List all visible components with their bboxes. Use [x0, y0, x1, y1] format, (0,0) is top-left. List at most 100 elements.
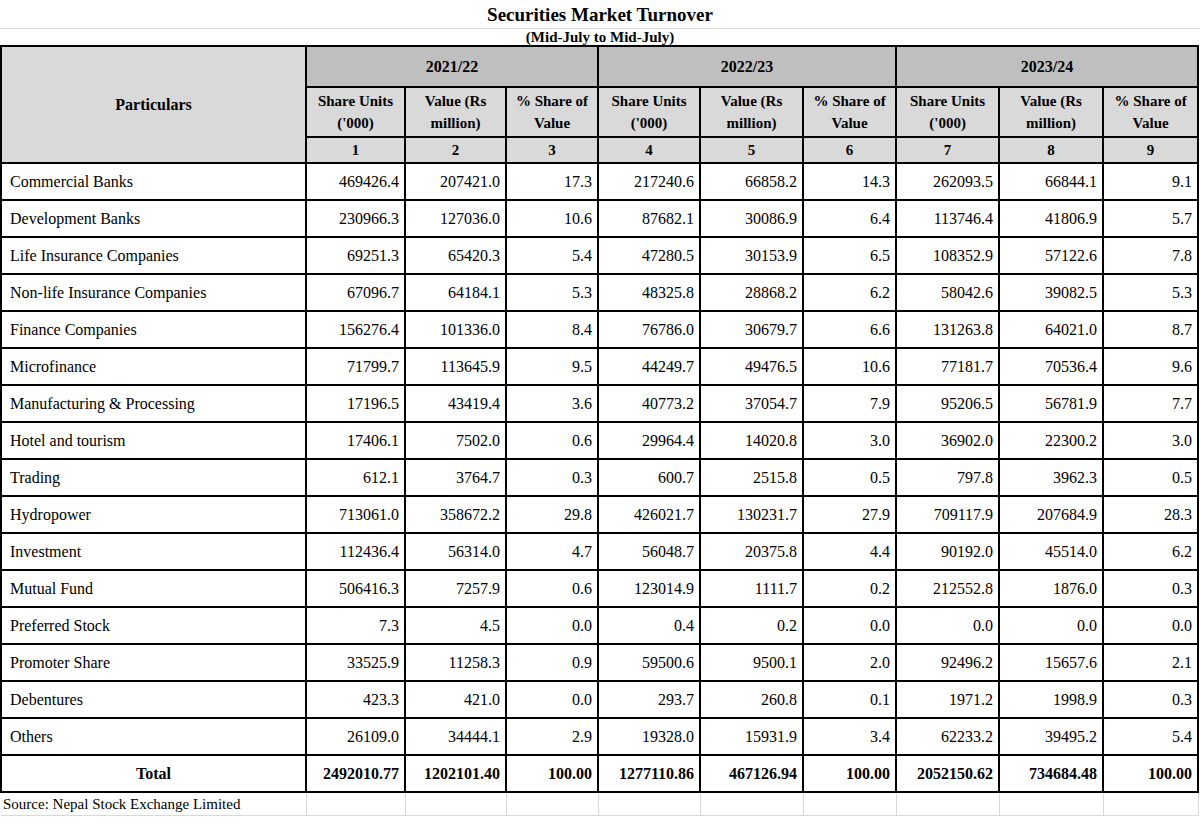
- value-cell: 27.9: [803, 496, 896, 533]
- col-header-share-units: Share Units ('000): [598, 87, 700, 137]
- value-cell: 14.3: [803, 163, 896, 200]
- gridline-cell: [999, 792, 1103, 816]
- value-cell: 30679.7: [700, 311, 803, 348]
- value-cell: 29964.4: [598, 422, 700, 459]
- value-cell: 260.8: [700, 681, 803, 718]
- value-cell: 41806.9: [999, 200, 1103, 237]
- value-cell: 92496.2: [896, 644, 999, 681]
- row-label: Preferred Stock: [1, 607, 306, 644]
- year-header-2023-24: 2023/24: [896, 46, 1198, 87]
- row-label: Non-life Insurance Companies: [1, 274, 306, 311]
- value-cell: 9500.1: [700, 644, 803, 681]
- table-row: Preferred Stock7.34.50.00.40.20.00.00.00…: [1, 607, 1198, 644]
- value-cell: 3.4: [803, 718, 896, 755]
- value-cell: 713061.0: [306, 496, 405, 533]
- col-header-pct-share: % Share of Value: [803, 87, 896, 137]
- gridline-cell: [306, 792, 405, 816]
- value-cell: 6.2: [1103, 533, 1198, 570]
- value-cell: 207684.9: [999, 496, 1103, 533]
- value-cell: 3.6: [506, 385, 598, 422]
- row-label: Hotel and tourism: [1, 422, 306, 459]
- value-cell: 0.2: [700, 607, 803, 644]
- value-cell: 1111.7: [700, 570, 803, 607]
- value-cell: 262093.5: [896, 163, 999, 200]
- value-cell: 64021.0: [999, 311, 1103, 348]
- value-cell: 95206.5: [896, 385, 999, 422]
- col-header-value: Value (Rs million): [700, 87, 803, 137]
- col-header-pct-share: % Share of Value: [506, 87, 598, 137]
- col-number: 8: [999, 137, 1103, 163]
- col-number: 6: [803, 137, 896, 163]
- col-header-value: Value (Rs million): [405, 87, 506, 137]
- value-cell: 156276.4: [306, 311, 405, 348]
- value-cell: 0.6: [506, 422, 598, 459]
- table-row: Life Insurance Companies69251.365420.35.…: [1, 237, 1198, 274]
- table-row: Manufacturing & Processing17196.543419.4…: [1, 385, 1198, 422]
- value-cell: 36902.0: [896, 422, 999, 459]
- gridline-cell: [598, 792, 700, 816]
- row-label: Promoter Share: [1, 644, 306, 681]
- row-label: Development Banks: [1, 200, 306, 237]
- gridline-cell: [896, 792, 999, 816]
- total-value-cell: 467126.94: [700, 755, 803, 792]
- value-cell: 67096.7: [306, 274, 405, 311]
- gridline-cell: [1103, 792, 1198, 816]
- value-cell: 4.4: [803, 533, 896, 570]
- value-cell: 113746.4: [896, 200, 999, 237]
- value-cell: 6.4: [803, 200, 896, 237]
- table-row: Trading612.13764.70.3600.72515.80.5797.8…: [1, 459, 1198, 496]
- gridline-cell: [803, 792, 896, 816]
- value-cell: 2.9: [506, 718, 598, 755]
- table-row: Promoter Share33525.911258.30.959500.695…: [1, 644, 1198, 681]
- value-cell: 0.0: [999, 607, 1103, 644]
- col-header-share-units: Share Units ('000): [306, 87, 405, 137]
- table-row: Development Banks230966.3127036.010.6876…: [1, 200, 1198, 237]
- value-cell: 426021.7: [598, 496, 700, 533]
- value-cell: 71799.7: [306, 348, 405, 385]
- value-cell: 230966.3: [306, 200, 405, 237]
- table-row: Others26109.034444.12.919328.015931.93.4…: [1, 718, 1198, 755]
- value-cell: 39495.2: [999, 718, 1103, 755]
- row-label: Commercial Banks: [1, 163, 306, 200]
- col-number: 3: [506, 137, 598, 163]
- col-header-share-units: Share Units ('000): [896, 87, 999, 137]
- table-row: Mutual Fund506416.37257.90.6123014.91111…: [1, 570, 1198, 607]
- value-cell: 34444.1: [405, 718, 506, 755]
- value-cell: 0.0: [1103, 607, 1198, 644]
- value-cell: 293.7: [598, 681, 700, 718]
- value-cell: 70536.4: [999, 348, 1103, 385]
- value-cell: 66844.1: [999, 163, 1103, 200]
- value-cell: 5.3: [1103, 274, 1198, 311]
- value-cell: 0.1: [803, 681, 896, 718]
- value-cell: 113645.9: [405, 348, 506, 385]
- total-value-cell: 100.00: [1103, 755, 1198, 792]
- col-number: 5: [700, 137, 803, 163]
- value-cell: 17196.5: [306, 385, 405, 422]
- row-label: Trading: [1, 459, 306, 496]
- value-cell: 358672.2: [405, 496, 506, 533]
- value-cell: 0.5: [1103, 459, 1198, 496]
- table-row: Finance Companies156276.4101336.08.47678…: [1, 311, 1198, 348]
- value-cell: 56781.9: [999, 385, 1103, 422]
- value-cell: 600.7: [598, 459, 700, 496]
- col-number: 7: [896, 137, 999, 163]
- value-cell: 0.3: [506, 459, 598, 496]
- value-cell: 76786.0: [598, 311, 700, 348]
- year-header-2021-22: 2021/22: [306, 46, 598, 87]
- value-cell: 33525.9: [306, 644, 405, 681]
- row-label: Microfinance: [1, 348, 306, 385]
- value-cell: 77181.7: [896, 348, 999, 385]
- value-cell: 40773.2: [598, 385, 700, 422]
- source-note: Source: Nepal Stock Exchange Limited: [1, 792, 306, 816]
- value-cell: 0.3: [1103, 570, 1198, 607]
- value-cell: 62233.2: [896, 718, 999, 755]
- value-cell: 56314.0: [405, 533, 506, 570]
- col-number: 2: [405, 137, 506, 163]
- value-cell: 1876.0: [999, 570, 1103, 607]
- total-value-cell: 1202101.40: [405, 755, 506, 792]
- value-cell: 130231.7: [700, 496, 803, 533]
- value-cell: 207421.0: [405, 163, 506, 200]
- table-row: Hydropower713061.0358672.229.8426021.713…: [1, 496, 1198, 533]
- row-label: Debentures: [1, 681, 306, 718]
- value-cell: 7.9: [803, 385, 896, 422]
